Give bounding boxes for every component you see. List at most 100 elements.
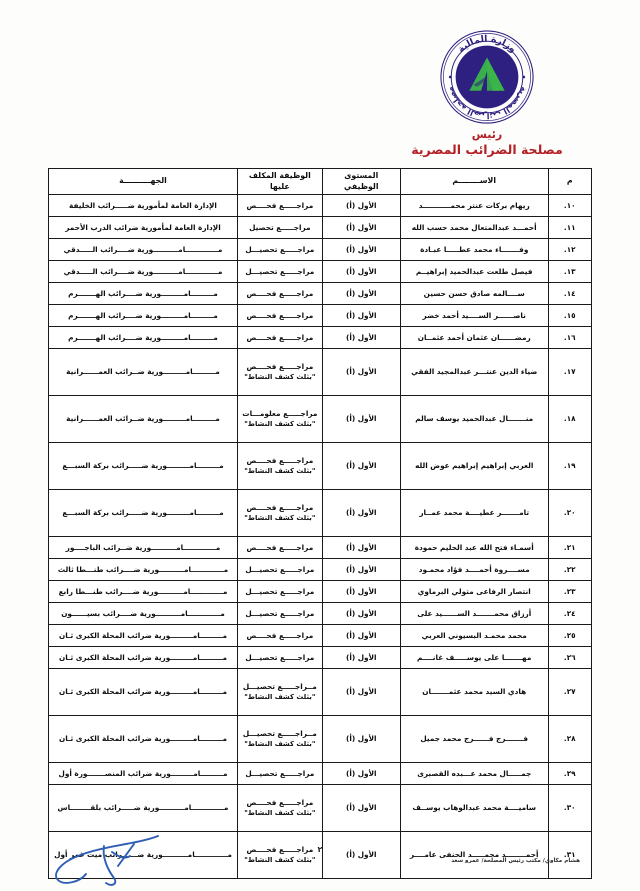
cell-job-level: الأول (أ) xyxy=(321,304,401,328)
cell-entity: مـــــــــــــامــــــــــورية ضــــرائب… xyxy=(48,260,238,284)
cell-employee-name: أحمــــــــد محمـــــد الحنفى عامــــر xyxy=(399,831,549,880)
cell-number: ٣١. xyxy=(547,831,593,880)
cell-employee-name: مســــروة أحمــــد فؤاد محمـود xyxy=(399,558,549,582)
cell-job-level: الأول (أ) xyxy=(321,831,401,880)
cell-job-level: الأول (أ) xyxy=(321,580,401,604)
cell-job-level: الأول (أ) xyxy=(321,442,401,491)
table-row: ١٥. ناصــــــر الســــيد أحمد خضر الأول (أ… xyxy=(48,304,593,328)
assignments-table-container: م الاســــــــم المستوى الوظيفي الوظيفة … xyxy=(48,167,593,880)
cell-assigned-position: مراجـــــع فحــــص xyxy=(236,326,323,350)
assigned-position-title: مــراجـــــع تحصيـــل xyxy=(242,681,317,691)
cell-employee-name: أحمـــد عبدالمتعال محمد حسب الله xyxy=(399,216,549,240)
cell-number: ١٧. xyxy=(547,348,593,397)
cell-number: ١٩. xyxy=(547,442,593,491)
table-row: ٢٥. محمد محمـد البسيوني العربي الأول (أ) مر… xyxy=(48,624,593,648)
table-row: ١٣. فيصل طلعت عبدالحميد إبراهيــم الأول (أ… xyxy=(48,260,593,284)
assigned-position-title: مراجـــــع فحــــص xyxy=(246,361,314,371)
assigned-position-title: مراجـــــع فحــــص xyxy=(246,844,314,854)
cell-employee-name: انتصار الرفاعى متولي البرماوي xyxy=(399,580,549,604)
cell-number: ١٣. xyxy=(547,260,593,284)
cell-employee-name: فيصل طلعت عبدالحميد إبراهيــم xyxy=(399,260,549,284)
cell-assigned-position: مراجـــــع تحصيل xyxy=(236,216,323,240)
table-row: ٢٣. انتصار الرفاعى متولي البرماوي الأول (أ… xyxy=(48,580,593,604)
cell-entity: مـــــــــامـــــــــورية ضرائب المحلة ا… xyxy=(48,715,238,764)
cell-number: ١٨. xyxy=(547,395,593,444)
cell-number: ١٠. xyxy=(547,194,593,218)
cell-employee-name: جمـــــال محمد عـــبده القصبرى xyxy=(399,762,549,786)
handwritten-signature xyxy=(42,830,172,888)
cell-assigned-position: مراجـــــع فحــــص xyxy=(236,304,323,328)
column-header-job-level: المستوى الوظيفي xyxy=(321,167,401,196)
cell-job-level: الأول (أ) xyxy=(321,216,401,240)
cell-entity: مـــــــــامـــــــــورية ضــرائب العمــ… xyxy=(48,395,238,444)
cell-employee-name: منـــــــال عبدالحميد يوسف سالم xyxy=(399,395,549,444)
table-row: ١١. أحمـــد عبدالمتعال محمد حسب الله الأول… xyxy=(48,216,593,240)
assigned-position-title: مراجـــــع فحــــص xyxy=(246,542,314,552)
column-header-entity: الجهــــــــــة xyxy=(48,167,238,196)
cell-entity: مـــــــــــــامــــــــــورية ضــــرائب… xyxy=(48,602,238,626)
table-row: ١٤. ســــالمه صادق حسن حسين الأول (أ) مراجـ… xyxy=(48,282,593,306)
cell-number: ٢٢. xyxy=(547,558,593,582)
ministry-of-finance-seal-logo: وزارة المالية مصلحة الضرائب المصرية xyxy=(438,28,536,126)
table-row: ٣١. أحمــــــــد محمـــــد الحنفى عامــــ… xyxy=(48,831,593,880)
assigned-position-note: "بثلث كشف النشاط" xyxy=(244,513,316,522)
cell-employee-name: ساميــــة محمد عبدالوهاب يوســف xyxy=(399,784,549,833)
assigned-position-title: مراجـــــع تحصيـــل xyxy=(245,564,315,574)
cell-assigned-position: مراجـــــع فحــــص "بثلث كشف النشاط" xyxy=(236,348,323,397)
assigned-position-note: "بثلث كشف النشاط" xyxy=(244,855,316,864)
cell-job-level: الأول (أ) xyxy=(321,784,401,833)
cell-job-level: الأول (أ) xyxy=(321,646,401,670)
cell-employee-name: محمد محمـد البسيوني العربي xyxy=(399,624,549,648)
cell-number: ٢٧. xyxy=(547,668,593,717)
cell-entity: مـــــــــامـــــــــورية ضـــــرائب برك… xyxy=(48,489,238,538)
cell-assigned-position: مراجـــــع تحصيـــل xyxy=(236,260,323,284)
cell-number: ٢٣. xyxy=(547,580,593,604)
cell-number: ٢٨. xyxy=(547,715,593,764)
cell-assigned-position: مراجـــــع فحــــص xyxy=(236,282,323,306)
assigned-position-note: "بثلث كشف النشاط" xyxy=(244,739,316,748)
cell-employee-name: هادي السيد محمد عثمـــــــان xyxy=(399,668,549,717)
cell-job-level: الأول (أ) xyxy=(321,326,401,350)
cell-entity: مـــــــــامـــــــــورية ضــــرائب الهـ… xyxy=(48,326,238,350)
assigned-position-title: مراجـــــع فحــــص xyxy=(246,200,314,210)
table-row: ١٩. العربي إبراهيم إبراهيم عوض الله الأول … xyxy=(48,442,593,491)
assigned-position-note: "بثلث كشف النشاط" xyxy=(244,692,316,701)
cell-job-level: الأول (أ) xyxy=(321,489,401,538)
cell-assigned-position: مراجـــــع فحــــص "بثلث كشف النشاط" xyxy=(236,784,323,833)
cell-number: ١٢. xyxy=(547,238,593,262)
cell-employee-name: وفـــــــاء محمد عطـــــا عبـادة xyxy=(399,238,549,262)
cell-job-level: الأول (أ) xyxy=(321,602,401,626)
cell-assigned-position: مراجـــــع فحــــص xyxy=(236,536,323,560)
cell-number: ٢١. xyxy=(547,536,593,560)
cell-employee-name: ريهام بركات عنتر محمـــــــــــد xyxy=(399,194,549,218)
cell-job-level: الأول (أ) xyxy=(321,260,401,284)
cell-entity: مـــــــــامـــــــــورية ضرائب المحلة ا… xyxy=(48,646,238,670)
cell-employee-name: ناصــــــر الســــيد أحمد خضر xyxy=(399,304,549,328)
assigned-position-title: مراجـــــع فحــــص xyxy=(246,630,314,640)
table-row: ١٢. وفـــــــاء محمد عطـــــا عبـادة الأول… xyxy=(48,238,593,262)
cell-job-level: الأول (أ) xyxy=(321,395,401,444)
cell-entity: مـــــــــامـــــــــورية ضــرائب العمــ… xyxy=(48,348,238,397)
cell-entity: مـــــــــامـــــــــورية ضرائب المحلة ا… xyxy=(48,624,238,648)
cell-entity: مـــــــــــــامــــــــــورية ضــــرائب… xyxy=(48,580,238,604)
cell-job-level: الأول (أ) xyxy=(321,558,401,582)
cell-job-level: الأول (أ) xyxy=(321,668,401,717)
cell-assigned-position: مراجـــــع تحصيـــل xyxy=(236,238,323,262)
assigned-position-title: مراجـــــع فحــــص xyxy=(246,502,314,512)
cell-employee-name: العربي إبراهيم إبراهيم عوض الله xyxy=(399,442,549,491)
footer-credit-line: هشام مكاوي/ مكتب رئيس المصلحة/ عمرو سعد xyxy=(451,858,580,864)
cell-job-level: الأول (أ) xyxy=(321,238,401,262)
cell-assigned-position: مراجـــــع تحصيـــل xyxy=(236,602,323,626)
cell-entity: مـــــــــــــامــــــــــورية ضــــرائب… xyxy=(48,558,238,582)
table-row: ٢٤. أرزاق محمـــــــد الســــــيد على الأو… xyxy=(48,602,593,626)
column-header-name: الاســــــــم xyxy=(399,167,549,196)
cell-entity: مـــــــــامـــــــــورية ضــــرائب الهـ… xyxy=(48,304,238,328)
assigned-position-note: "بثلث كشف النشاط" xyxy=(244,466,316,475)
cell-employee-name: أسمـاء فتح الله عبد الحليم حمودة xyxy=(399,536,549,560)
cell-employee-name: أرزاق محمـــــــد الســــــيد على xyxy=(399,602,549,626)
cell-number: ١٦. xyxy=(547,326,593,350)
assigned-position-title: مراجـــــع تحصيل xyxy=(249,222,311,232)
column-header-assigned-position: الوظيفة المكلف عليها xyxy=(236,167,323,196)
cell-number: ١١. xyxy=(547,216,593,240)
